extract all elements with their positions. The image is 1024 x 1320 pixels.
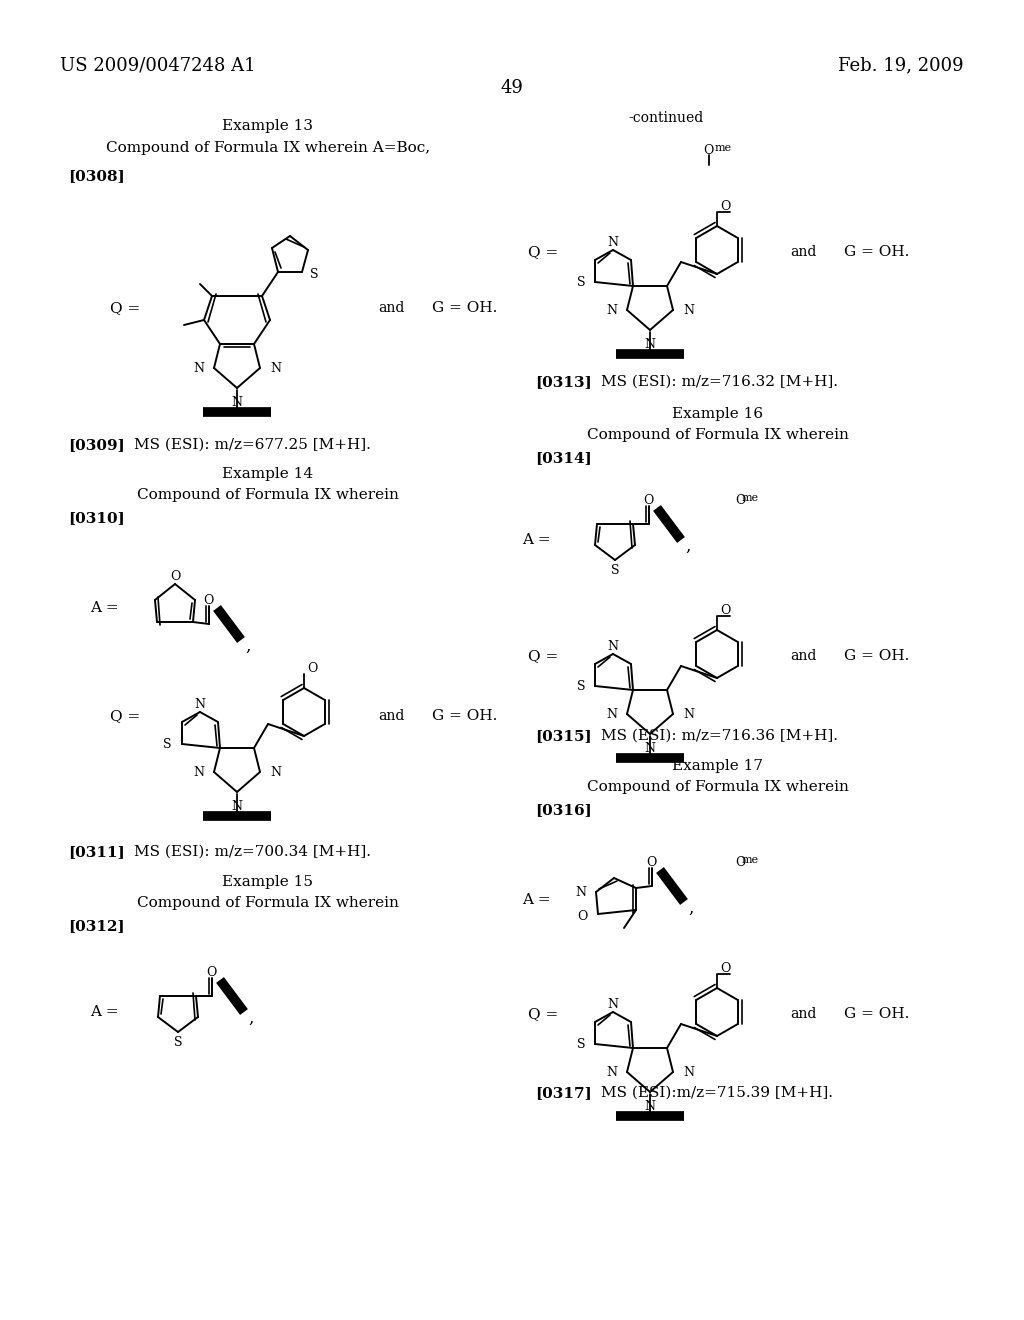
Text: O: O	[646, 855, 656, 869]
Text: O: O	[720, 199, 730, 213]
Text: Q =: Q =	[110, 709, 140, 723]
Text: A =: A =	[522, 533, 551, 546]
Text: ,: ,	[245, 638, 251, 655]
Text: Compound of Formula IX wherein: Compound of Formula IX wherein	[137, 488, 399, 502]
Text: MS (ESI): m/z=716.32 [M+H].: MS (ESI): m/z=716.32 [M+H].	[601, 375, 838, 389]
Text: ,: ,	[685, 537, 690, 554]
Text: [0313]: [0313]	[535, 375, 592, 389]
Text: N: N	[606, 304, 617, 317]
Text: [0310]: [0310]	[68, 511, 125, 525]
Text: Compound of Formula IX wherein: Compound of Formula IX wherein	[137, 896, 399, 909]
Text: G = OH.: G = OH.	[844, 246, 909, 259]
Text: O: O	[206, 965, 216, 978]
Text: and: and	[378, 301, 404, 315]
Text: S: S	[577, 680, 585, 693]
Text: S: S	[310, 268, 318, 281]
Text: and: and	[378, 709, 404, 723]
Text: N: N	[607, 998, 618, 1011]
Text: A =: A =	[522, 894, 551, 907]
Text: ,: ,	[248, 1010, 253, 1027]
Text: Feb. 19, 2009: Feb. 19, 2009	[839, 55, 964, 74]
Text: N: N	[607, 639, 618, 652]
Text: MS (ESI):m/z=715.39 [M+H].: MS (ESI):m/z=715.39 [M+H].	[601, 1086, 833, 1100]
Text: N: N	[193, 766, 204, 779]
Text: US 2009/0047248 A1: US 2009/0047248 A1	[60, 55, 256, 74]
Text: [0314]: [0314]	[535, 451, 592, 465]
Text: N: N	[606, 1065, 617, 1078]
Text: N: N	[195, 697, 206, 710]
Text: N: N	[270, 362, 281, 375]
Text: O: O	[702, 144, 713, 157]
Text: [0315]: [0315]	[535, 729, 592, 743]
Text: S: S	[174, 1035, 182, 1048]
Text: G = OH.: G = OH.	[432, 709, 498, 723]
Text: O: O	[170, 569, 180, 582]
Text: N: N	[683, 304, 694, 317]
Text: N: N	[683, 1065, 694, 1078]
Text: Q =: Q =	[528, 649, 558, 663]
Text: and: and	[790, 649, 816, 663]
Text: N: N	[607, 235, 618, 248]
Text: N: N	[644, 338, 655, 351]
Text: Q =: Q =	[528, 246, 558, 259]
Text: [0309]: [0309]	[68, 438, 125, 451]
Text: [0312]: [0312]	[68, 919, 125, 933]
Text: N: N	[644, 1100, 655, 1113]
Text: O: O	[720, 603, 730, 616]
Text: Compound of Formula IX wherein: Compound of Formula IX wherein	[587, 428, 849, 442]
Text: N: N	[606, 708, 617, 721]
Text: S: S	[577, 276, 585, 289]
Text: Compound of Formula IX wherein A=Boc,: Compound of Formula IX wherein A=Boc,	[105, 141, 430, 154]
Text: O: O	[643, 494, 653, 507]
Text: MS (ESI): m/z=716.36 [M+H].: MS (ESI): m/z=716.36 [M+H].	[601, 729, 838, 743]
Text: O: O	[735, 494, 745, 507]
Text: O: O	[735, 855, 745, 869]
Text: [0308]: [0308]	[68, 169, 125, 183]
Text: O: O	[578, 909, 588, 923]
Text: N: N	[683, 708, 694, 721]
Text: A =: A =	[90, 1005, 119, 1019]
Text: S: S	[577, 1038, 585, 1051]
Text: G = OH.: G = OH.	[432, 301, 498, 315]
Text: me: me	[742, 855, 759, 865]
Text: G = OH.: G = OH.	[844, 649, 909, 663]
Text: and: and	[790, 1007, 816, 1020]
Text: MS (ESI): m/z=677.25 [M+H].: MS (ESI): m/z=677.25 [M+H].	[134, 438, 371, 451]
Text: me: me	[715, 143, 732, 153]
Text: N: N	[231, 800, 243, 813]
Text: MS (ESI): m/z=700.34 [M+H].: MS (ESI): m/z=700.34 [M+H].	[134, 845, 371, 859]
Text: Compound of Formula IX wherein: Compound of Formula IX wherein	[587, 780, 849, 795]
Text: O: O	[307, 661, 317, 675]
Text: and: and	[790, 246, 816, 259]
Text: Example 17: Example 17	[673, 759, 764, 774]
Text: [0316]: [0316]	[535, 803, 592, 817]
Text: Example 16: Example 16	[673, 407, 764, 421]
Text: [0317]: [0317]	[535, 1086, 592, 1100]
Text: Q =: Q =	[528, 1007, 558, 1020]
Text: me: me	[742, 492, 759, 503]
Text: ,: ,	[688, 899, 693, 916]
Text: G = OH.: G = OH.	[844, 1007, 909, 1020]
Text: N: N	[231, 396, 243, 408]
Text: N: N	[644, 742, 655, 755]
Text: A =: A =	[90, 601, 119, 615]
Text: N: N	[575, 886, 586, 899]
Text: -continued: -continued	[628, 111, 703, 125]
Text: O: O	[720, 961, 730, 974]
Text: N: N	[193, 362, 204, 375]
Text: 49: 49	[501, 79, 523, 96]
Text: Example 13: Example 13	[222, 119, 313, 133]
Text: Q =: Q =	[110, 301, 140, 315]
Text: Example 14: Example 14	[222, 467, 313, 480]
Text: [0311]: [0311]	[68, 845, 125, 859]
Text: O: O	[203, 594, 213, 606]
Text: S: S	[164, 738, 172, 751]
Text: N: N	[270, 766, 281, 779]
Text: Example 15: Example 15	[222, 875, 313, 888]
Text: S: S	[610, 564, 620, 577]
